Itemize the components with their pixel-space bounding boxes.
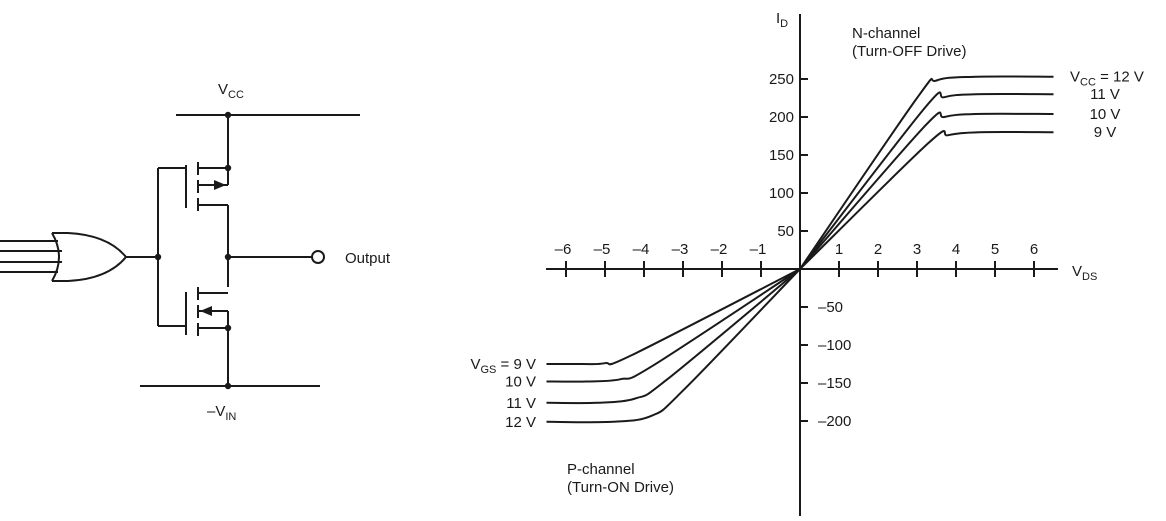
- or-gate-icon: [0, 232, 158, 282]
- y-tick-label: 200: [769, 109, 794, 126]
- p-channel-curve: [546, 268, 801, 405]
- n-channel-series-label: 9 V: [1094, 124, 1117, 141]
- x-tick-label: –5: [594, 241, 611, 258]
- or-gate-bottom-curve: [52, 256, 127, 282]
- y-tick-label: 150: [769, 147, 794, 164]
- chart-axes: [546, 14, 1058, 516]
- y-tick-label: –50: [818, 299, 843, 316]
- vin-label: –VIN: [207, 403, 236, 423]
- top-mosfet-arrow-icon: [214, 180, 226, 190]
- vin-junction: [224, 382, 232, 390]
- p-channel-series-label: 12 V: [505, 414, 536, 431]
- bottom-mosfet-arrow-icon: [200, 306, 212, 316]
- y-tick-label: –150: [818, 375, 851, 392]
- x-tick-label: –1: [750, 241, 767, 258]
- p-channel-curve: [546, 268, 801, 366]
- p-channel-curve: [546, 268, 801, 424]
- x-tick-label: –2: [711, 241, 728, 258]
- output-terminal-icon: [311, 250, 325, 264]
- top-mosfet-junction: [224, 164, 232, 172]
- y-tick-label: –100: [818, 337, 851, 354]
- top-mosfet: [185, 162, 232, 211]
- chart-curves: [546, 75, 1054, 424]
- p-channel-series-label: 10 V: [505, 373, 536, 390]
- x-axis-label: VDS: [1072, 263, 1097, 283]
- y-axis-label: ID: [776, 10, 788, 30]
- p-channel-series-label: 11 V: [506, 395, 536, 412]
- n-channel-series-label: 11 V: [1090, 86, 1120, 103]
- p-channel-sublabel: (Turn-ON Drive): [567, 479, 674, 496]
- n-channel-label: N-channel: [852, 25, 920, 42]
- p-channel-curve: [546, 268, 801, 383]
- vcc-label: VCC: [218, 81, 244, 101]
- x-tick-label: 4: [952, 241, 960, 258]
- y-tick-label: 100: [769, 185, 794, 202]
- chart-ticks: –6 –5 –4 –3 –2 –1 1 2 3 4 5 6 250 200 150 100 50 –50 –100 –…: [555, 71, 1039, 430]
- x-tick-label: 1: [835, 241, 843, 258]
- x-tick-label: –6: [555, 241, 572, 258]
- cmos-driver-circuit: VCC Output: [0, 81, 391, 423]
- n-channel-series-label: VCC = 12 V: [1070, 69, 1144, 89]
- id-vds-chart: –6 –5 –4 –3 –2 –1 1 2 3 4 5 6 250 200 150 100 50 –50 –100 –…: [470, 10, 1144, 516]
- or-gate-back-curve: [51, 232, 60, 282]
- x-tick-label: 2: [874, 241, 882, 258]
- n-channel-curve: [799, 75, 1054, 270]
- or-gate-top-curve: [52, 232, 127, 258]
- x-tick-label: 6: [1030, 241, 1038, 258]
- n-channel-curve: [799, 91, 1054, 270]
- n-channel-curve: [799, 111, 1054, 270]
- y-tick-label: 50: [777, 223, 794, 240]
- y-tick-label: 250: [769, 71, 794, 88]
- bottom-mosfet: [185, 287, 232, 336]
- x-tick-label: 3: [913, 241, 921, 258]
- x-tick-label: –3: [672, 241, 689, 258]
- n-channel-sublabel: (Turn-OFF Drive): [852, 43, 966, 60]
- x-tick-label: –4: [633, 241, 650, 258]
- y-tick-label: –200: [818, 413, 851, 430]
- p-channel-label: P-channel: [567, 461, 635, 478]
- x-tick-label: 5: [991, 241, 999, 258]
- output-label: Output: [345, 250, 391, 267]
- p-channel-series-label: VGS = 9 V: [470, 356, 536, 376]
- n-channel-series-label: 10 V: [1090, 106, 1121, 123]
- n-channel-curve: [799, 130, 1054, 270]
